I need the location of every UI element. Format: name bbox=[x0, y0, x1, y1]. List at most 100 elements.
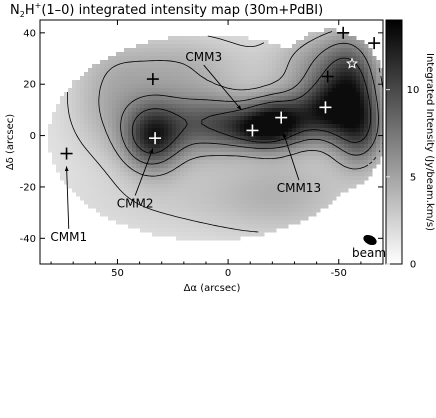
heatmap-cell bbox=[256, 120, 261, 125]
heatmap-cell bbox=[328, 112, 333, 117]
heatmap-cell bbox=[176, 172, 181, 177]
heatmap-cell bbox=[320, 200, 325, 205]
heatmap-cell bbox=[140, 44, 145, 49]
heatmap-cell bbox=[136, 168, 141, 173]
heatmap-cell bbox=[308, 192, 313, 197]
heatmap-cell bbox=[180, 220, 185, 225]
heatmap-cell bbox=[176, 68, 181, 73]
heatmap-cell bbox=[308, 188, 313, 193]
heatmap-cell bbox=[76, 100, 81, 105]
heatmap-cell bbox=[344, 88, 349, 93]
heatmap-cell bbox=[100, 112, 105, 117]
heatmap-cell bbox=[232, 128, 237, 133]
heatmap-cell bbox=[348, 84, 353, 89]
heatmap-cell bbox=[332, 28, 337, 33]
heatmap-cell bbox=[188, 124, 193, 129]
heatmap-cell bbox=[280, 92, 285, 97]
heatmap-cell bbox=[172, 172, 177, 177]
label-cmm3: CMM3 bbox=[185, 50, 222, 64]
heatmap-cell bbox=[260, 212, 265, 217]
heatmap-cell bbox=[172, 224, 177, 229]
heatmap-cell bbox=[272, 200, 277, 205]
heatmap-cell bbox=[152, 152, 157, 157]
heatmap-cell bbox=[212, 84, 217, 89]
heatmap-cell bbox=[272, 112, 277, 117]
heatmap-cell bbox=[196, 96, 201, 101]
heatmap-cell bbox=[304, 36, 309, 41]
heatmap-cell bbox=[176, 84, 181, 89]
heatmap-cell bbox=[68, 172, 73, 177]
heatmap-cell bbox=[296, 180, 301, 185]
heatmap-cell bbox=[340, 120, 345, 125]
heatmap-cell bbox=[92, 172, 97, 177]
heatmap-cell bbox=[112, 184, 117, 189]
heatmap-cell bbox=[168, 196, 173, 201]
heatmap-cell bbox=[352, 164, 357, 169]
heatmap-cell bbox=[268, 88, 273, 93]
heatmap-cell bbox=[140, 212, 145, 217]
heatmap-cell bbox=[292, 76, 297, 81]
heatmap-cell bbox=[104, 60, 109, 65]
heatmap-cell bbox=[336, 72, 341, 77]
heatmap-cell bbox=[260, 64, 265, 69]
heatmap-cell bbox=[244, 52, 249, 57]
heatmap-cell bbox=[164, 60, 169, 65]
heatmap-cell bbox=[280, 60, 285, 65]
heatmap-cell bbox=[160, 156, 165, 161]
heatmap-cell bbox=[156, 148, 161, 153]
heatmap-cell bbox=[296, 212, 301, 217]
heatmap-cell bbox=[120, 164, 125, 169]
heatmap-cell bbox=[272, 228, 277, 233]
heatmap-cell bbox=[192, 64, 197, 69]
heatmap-cell bbox=[348, 80, 353, 85]
heatmap-cell bbox=[88, 72, 93, 77]
heatmap-cell bbox=[332, 32, 337, 37]
label-cmm1: CMM1 bbox=[50, 230, 87, 244]
heatmap-cell bbox=[340, 76, 345, 81]
heatmap-cell bbox=[152, 160, 157, 165]
heatmap-cell bbox=[152, 100, 157, 105]
heatmap-cell bbox=[224, 60, 229, 65]
heatmap-cell bbox=[172, 176, 177, 181]
heatmap-cell bbox=[244, 120, 249, 125]
heatmap-cell bbox=[248, 204, 253, 209]
heatmap-cell bbox=[192, 196, 197, 201]
heatmap-cell bbox=[72, 84, 77, 89]
heatmap-cell bbox=[248, 208, 253, 213]
heatmap-cell bbox=[312, 164, 317, 169]
heatmap-cell bbox=[248, 232, 253, 237]
heatmap-cell bbox=[260, 216, 265, 221]
heatmap-cell bbox=[280, 200, 285, 205]
heatmap-cell bbox=[248, 76, 253, 81]
heatmap-cell bbox=[96, 184, 101, 189]
heatmap-cell bbox=[292, 140, 297, 145]
heatmap-cell bbox=[292, 80, 297, 85]
heatmap-cell bbox=[136, 132, 141, 137]
heatmap-cell bbox=[116, 80, 121, 85]
heatmap-cell bbox=[316, 136, 321, 141]
heatmap-cell bbox=[356, 120, 361, 125]
heatmap-cell bbox=[224, 104, 229, 109]
heatmap-cell bbox=[352, 124, 357, 129]
heatmap-cell bbox=[236, 184, 241, 189]
heatmap-cell bbox=[80, 180, 85, 185]
heatmap-cell bbox=[356, 140, 361, 145]
heatmap-cell bbox=[104, 116, 109, 121]
heatmap-cell bbox=[156, 172, 161, 177]
heatmap-cell bbox=[120, 96, 125, 101]
heatmap-cell bbox=[188, 96, 193, 101]
heatmap-cell bbox=[92, 68, 97, 73]
heatmap-cell bbox=[64, 164, 69, 169]
heatmap-cell bbox=[80, 84, 85, 89]
heatmap-cell bbox=[272, 220, 277, 225]
heatmap-cell bbox=[92, 120, 97, 125]
heatmap-cell bbox=[372, 96, 377, 101]
heatmap-cell bbox=[96, 196, 101, 201]
heatmap-cell bbox=[368, 164, 373, 169]
heatmap-cell bbox=[288, 188, 293, 193]
heatmap-cell bbox=[196, 188, 201, 193]
heatmap-cell bbox=[248, 192, 253, 197]
heatmap-cell bbox=[372, 92, 377, 97]
heatmap-cell bbox=[116, 144, 121, 149]
heatmap-cell bbox=[224, 52, 229, 57]
